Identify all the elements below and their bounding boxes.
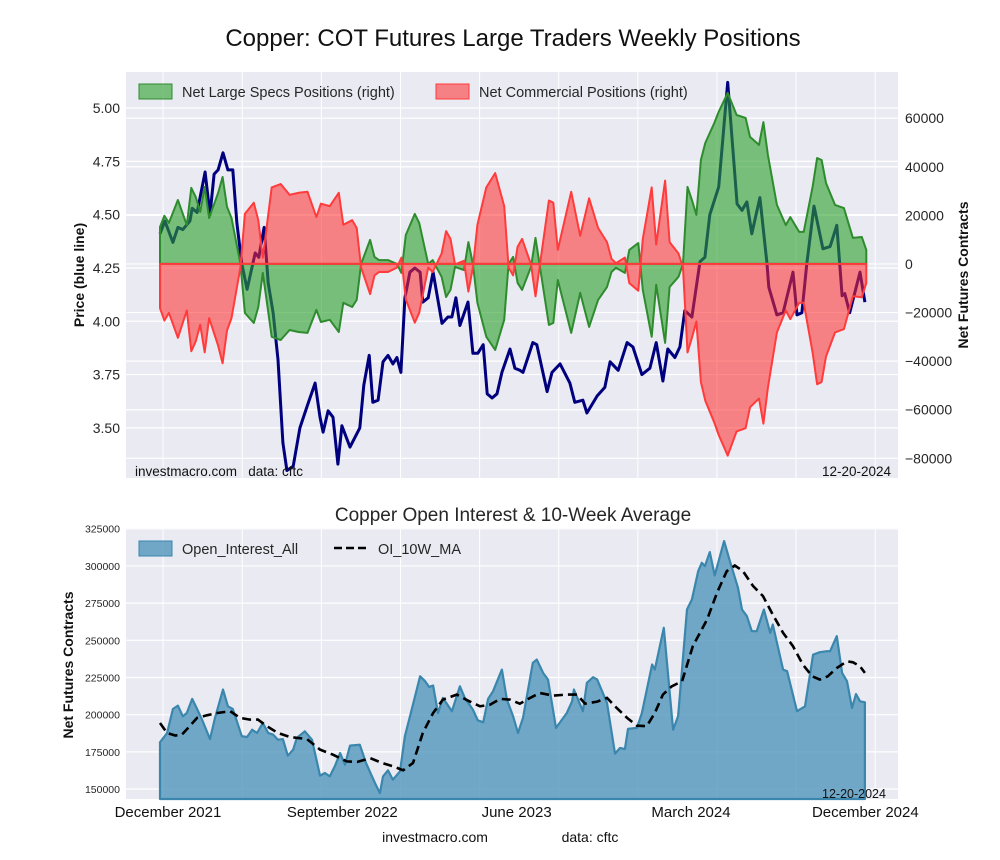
positions-marks <box>158 80 868 472</box>
net-large-specs-area <box>159 91 868 351</box>
open-interest-legend: Open_Interest_All OI_10W_MA <box>138 540 461 558</box>
open-interest-tick-label: 275000 <box>85 598 120 610</box>
positions-legend: Net Large Specs Positions (right) Net Co… <box>138 83 688 101</box>
price-tick-label: 4.00 <box>93 313 120 329</box>
open-interest-axis-ticks: 150000 175000 200000 225000 250000 275000 3000… <box>85 524 120 796</box>
legend-label-specs: Net Large Specs Positions (right) <box>182 85 395 101</box>
legend-label-open-interest: Open_Interest_All <box>182 542 298 558</box>
contracts-tick-label: −20000 <box>905 305 952 321</box>
open-interest-date-note: 12-20-2024 <box>822 787 886 801</box>
legend-swatch-open-interest <box>138 540 173 557</box>
price-tick-label: 3.75 <box>93 367 120 383</box>
date-axis-ticks: December 2021 September 2022 June 2023 Marc… <box>115 804 919 821</box>
legend-label-commercial: Net Commercial Positions (right) <box>479 85 688 101</box>
contracts-tick-label: −60000 <box>905 402 952 418</box>
open-interest-axis-label: Net Futures Contracts <box>60 591 76 738</box>
contracts-tick-label: 20000 <box>905 207 944 223</box>
open-interest-panel: Copper Open Interest & 10-Week Average 1… <box>60 505 919 821</box>
open-interest-tick-label: 225000 <box>85 672 120 684</box>
date-tick-label: December 2024 <box>812 804 919 821</box>
date-tick-label: June 2023 <box>482 804 552 821</box>
positions-source-note: investmacro.com data: cftc <box>135 464 303 479</box>
open-interest-tick-label: 300000 <box>85 561 120 573</box>
contracts-tick-label: −40000 <box>905 353 952 369</box>
oi-10w-ma-line <box>158 563 866 772</box>
legend-swatch-specs <box>138 83 173 100</box>
price-axis-label: Price (blue line) <box>71 223 87 327</box>
positions-panel: 3.50 3.75 4.00 4.25 4.50 4.75 5.00 −80000 −6000… <box>71 72 971 479</box>
open-interest-tick-label: 250000 <box>85 635 120 647</box>
footer-site: investmacro.com <box>382 829 488 845</box>
contracts-axis-ticks: −80000 −60000 −40000 −20000 0 20000 40000 60000 <box>905 110 952 466</box>
legend-swatch-commercial <box>435 83 470 100</box>
positions-date-note: 12-20-2024 <box>822 464 892 479</box>
contracts-axis-label: Net Futures Contracts <box>955 201 971 348</box>
net-commercial-area <box>159 172 868 457</box>
date-tick-label: September 2022 <box>287 804 398 821</box>
contracts-tick-label: 60000 <box>905 110 944 126</box>
open-interest-tick-label: 200000 <box>85 710 120 722</box>
price-tick-label: 3.50 <box>93 420 120 436</box>
open-interest-marks <box>158 540 866 801</box>
footer-source: data: cftc <box>562 829 619 845</box>
contracts-tick-label: 0 <box>905 256 913 272</box>
legend-label-ma: OI_10W_MA <box>378 542 461 558</box>
price-axis-ticks: 3.50 3.75 4.00 4.25 4.50 4.75 5.00 <box>93 100 120 436</box>
open-interest-tick-label: 325000 <box>85 524 120 536</box>
date-tick-label: March 2024 <box>651 804 730 821</box>
open-interest-tick-label: 175000 <box>85 747 120 759</box>
contracts-tick-label: −80000 <box>905 450 952 466</box>
price-tick-label: 4.75 <box>93 153 120 169</box>
price-tick-label: 4.50 <box>93 207 120 223</box>
contracts-tick-label: 40000 <box>905 159 944 175</box>
price-tick-label: 4.25 <box>93 260 120 276</box>
open-interest-tick-label: 150000 <box>85 784 120 796</box>
date-tick-label: December 2021 <box>115 804 222 821</box>
chart-title: Copper: COT Futures Large Traders Weekly… <box>225 25 800 52</box>
open-interest-title: Copper Open Interest & 10-Week Average <box>335 505 691 526</box>
price-tick-label: 5.00 <box>93 100 120 116</box>
